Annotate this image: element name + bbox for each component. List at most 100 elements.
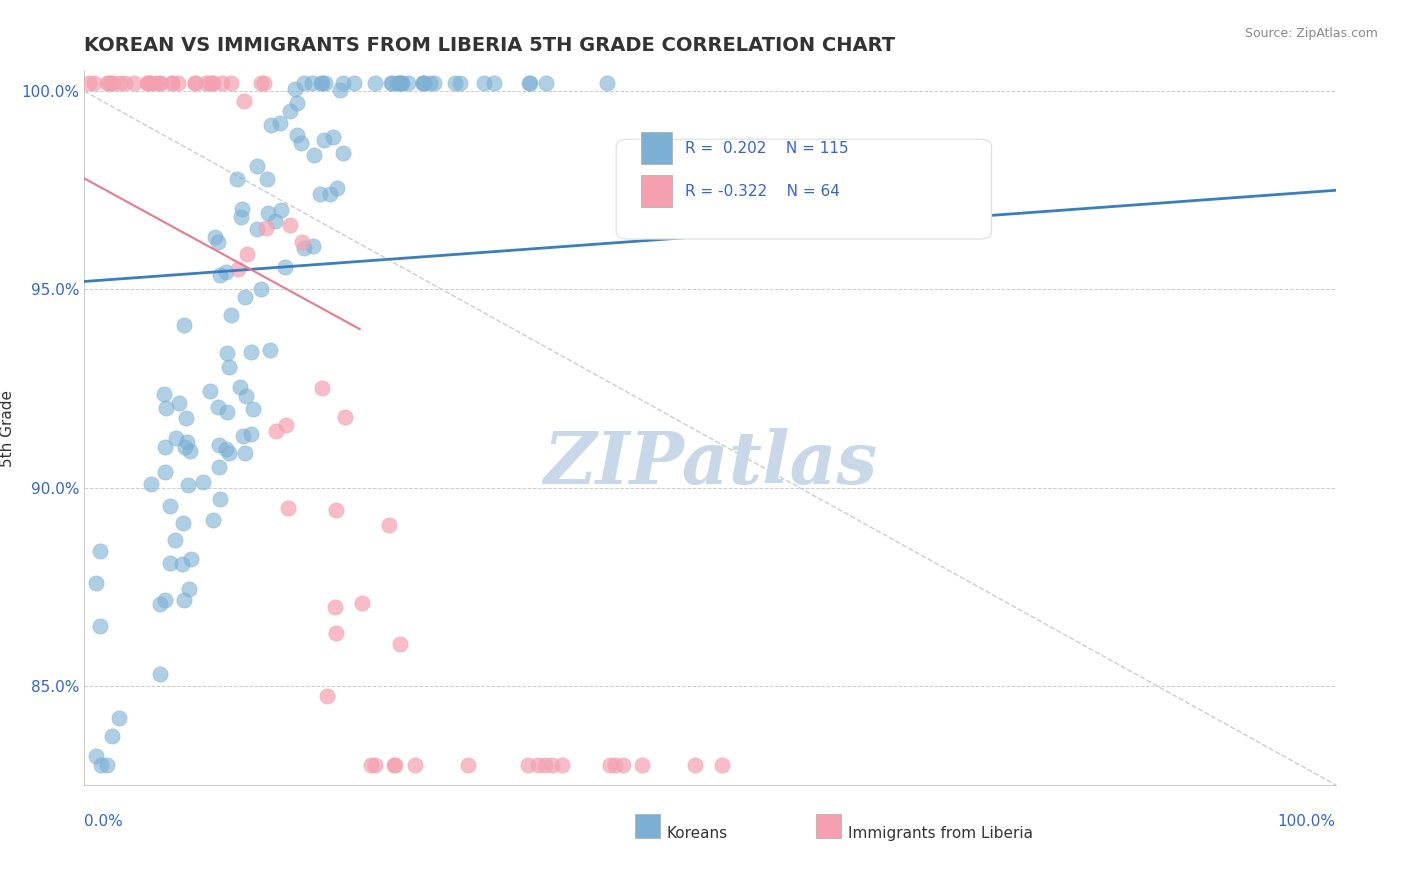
Point <box>290 136 312 150</box>
Point <box>198 384 221 398</box>
Point <box>89 618 111 632</box>
Point <box>242 401 264 416</box>
Point <box>364 758 387 772</box>
Point <box>202 76 225 90</box>
Point <box>166 431 188 445</box>
Point <box>382 758 405 772</box>
Point <box>174 440 197 454</box>
Text: R = -0.322    N = 64: R = -0.322 N = 64 <box>685 184 839 199</box>
FancyBboxPatch shape <box>817 814 841 838</box>
Point <box>141 477 163 491</box>
Point <box>97 76 120 90</box>
Point <box>96 76 118 90</box>
Point <box>153 387 176 401</box>
Point <box>215 442 238 456</box>
Point <box>534 76 557 90</box>
Point <box>149 666 172 681</box>
Point <box>254 220 277 235</box>
Point <box>396 76 419 90</box>
Point <box>233 290 256 304</box>
Point <box>231 202 253 216</box>
Point <box>207 400 229 414</box>
Point <box>423 76 446 90</box>
Point <box>219 76 242 90</box>
Point <box>228 262 250 277</box>
Point <box>325 625 347 640</box>
Point <box>155 401 177 415</box>
Point <box>211 76 233 90</box>
Point <box>153 440 176 454</box>
Point <box>229 380 252 394</box>
Point <box>235 389 257 403</box>
FancyBboxPatch shape <box>641 175 672 207</box>
Point <box>449 76 471 90</box>
Y-axis label: 5th Grade: 5th Grade <box>0 390 14 467</box>
Point <box>533 758 555 772</box>
Point <box>198 76 221 90</box>
Point <box>517 76 540 90</box>
Point <box>141 76 163 90</box>
Point <box>176 435 198 450</box>
Point <box>240 426 263 441</box>
Point <box>136 76 159 90</box>
Point <box>335 409 357 424</box>
Point <box>226 171 249 186</box>
Point <box>233 94 256 108</box>
Point <box>381 76 404 90</box>
Point <box>314 76 336 90</box>
Point <box>311 381 333 395</box>
Point <box>250 282 273 296</box>
Point <box>419 76 441 90</box>
Point <box>343 76 366 90</box>
Point <box>605 758 627 772</box>
Point <box>219 308 242 322</box>
Point <box>302 239 325 253</box>
Point <box>170 557 193 571</box>
Point <box>173 593 195 607</box>
Point <box>312 132 335 146</box>
Point <box>122 76 145 90</box>
Point <box>215 265 238 279</box>
Point <box>387 76 409 90</box>
Point <box>77 76 100 90</box>
Point <box>159 499 181 513</box>
Point <box>84 576 107 591</box>
Point <box>389 636 412 650</box>
Point <box>96 758 118 772</box>
FancyBboxPatch shape <box>616 139 991 239</box>
Point <box>153 593 176 607</box>
Text: ZIPatlas: ZIPatlas <box>543 428 877 500</box>
Point <box>274 418 297 433</box>
Point <box>160 76 183 90</box>
Point <box>235 446 257 460</box>
Point <box>177 582 200 596</box>
Point <box>472 76 495 90</box>
Point <box>207 235 229 249</box>
Point <box>264 214 287 228</box>
Point <box>209 491 232 506</box>
Point <box>404 758 426 772</box>
Point <box>174 410 197 425</box>
Point <box>332 146 354 161</box>
Point <box>631 758 654 772</box>
Point <box>413 76 436 90</box>
Point <box>159 556 181 570</box>
Point <box>172 516 194 530</box>
FancyBboxPatch shape <box>636 814 659 838</box>
Point <box>177 478 200 492</box>
Point <box>250 76 273 90</box>
Point <box>412 76 434 90</box>
Point <box>100 76 122 90</box>
Point <box>316 689 339 703</box>
Point <box>319 187 342 202</box>
FancyBboxPatch shape <box>641 132 672 164</box>
Point <box>363 76 385 90</box>
Text: Source: ZipAtlas.com: Source: ZipAtlas.com <box>1244 27 1378 40</box>
Point <box>325 502 347 516</box>
Point <box>526 758 548 772</box>
Point <box>326 181 349 195</box>
Point <box>259 343 281 358</box>
Point <box>291 235 314 249</box>
Point <box>145 76 167 90</box>
Point <box>389 76 412 90</box>
